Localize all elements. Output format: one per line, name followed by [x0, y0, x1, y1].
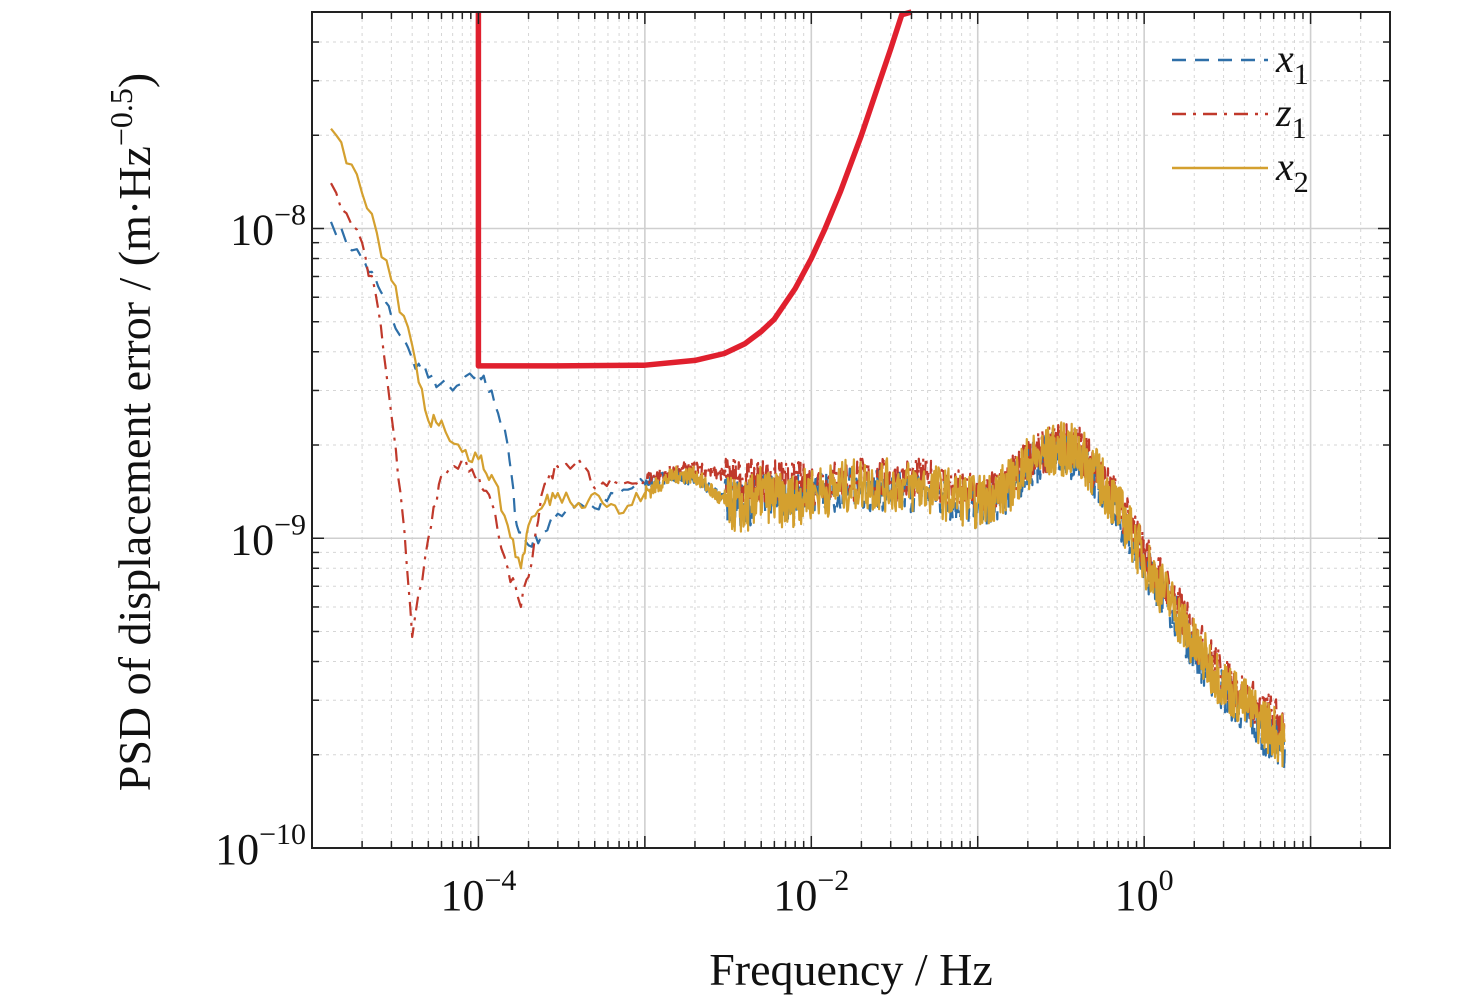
tick-labels: 10−4 10−2 100 10−8 10−9 10−10: [215, 199, 1174, 920]
x-tick-label: 10−4: [440, 864, 516, 920]
series-x2-line: [330, 128, 1286, 768]
plot-series: [329, 9, 1286, 772]
y-tick-label: 10−9: [230, 508, 306, 564]
y-tick-label: 10−8: [230, 199, 306, 255]
x-axis-title: Frequency / Hz: [709, 944, 993, 995]
y-axis-title-group: PSD of displacement error / (m·Hz−0.5): [103, 73, 160, 791]
y-axis-title-exponent: −0.5: [103, 88, 139, 146]
legend-label: x2: [1275, 144, 1309, 199]
x-tick-label: 10−2: [773, 864, 849, 920]
x-tick-label: 100: [1115, 864, 1174, 920]
requirement-limit-line: [475, 9, 913, 369]
y-axis-title-close: ): [109, 73, 160, 88]
legend-label: z1: [1275, 90, 1307, 145]
y-tick-label: 10−10: [215, 818, 306, 874]
tick-marks: [311, 11, 1391, 849]
legend-label: x1: [1275, 36, 1309, 91]
plot-frame: [311, 11, 1391, 849]
y-axis-title: PSD of displacement error / (m·Hz−0.5): [103, 73, 160, 791]
grid: [311, 11, 1391, 849]
